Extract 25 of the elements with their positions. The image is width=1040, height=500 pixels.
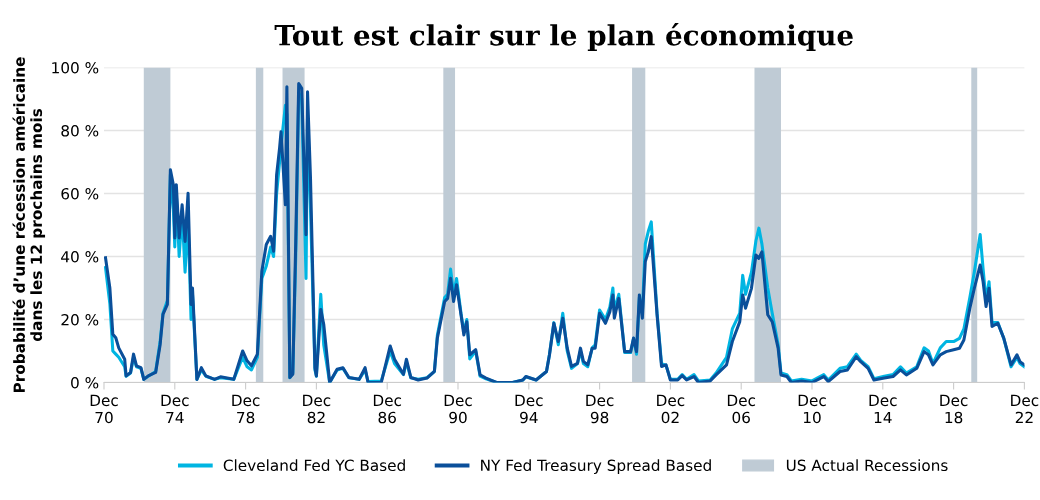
x-tick-label: Dec 82 — [303, 394, 331, 424]
legend-label: NY Fed Treasury Spread Based — [481, 459, 711, 475]
y-tick-label: 0 % — [71, 376, 99, 389]
x-tick-label: Dec 98 — [586, 394, 614, 424]
y-tick-label: 40 % — [61, 250, 99, 263]
y-tick-label: 80 % — [61, 124, 99, 137]
x-tick-label: Dec 14 — [869, 394, 897, 424]
x-tick-label: Dec 70 — [90, 394, 118, 424]
x-tick-label: Dec 94 — [515, 394, 543, 424]
x-tick-label: Dec 10 — [798, 394, 826, 424]
chart-title: Tout est clair sur le plan économique — [274, 23, 853, 52]
legend-label: US Actual Recessions — [786, 459, 948, 472]
x-tick-label: Dec 74 — [161, 394, 189, 424]
x-tick-label: Dec 22 — [1011, 394, 1039, 424]
x-tick-label: Dec 18 — [940, 394, 968, 424]
y-axis-title: Probabilité d’une récession américaine dans les 12 prochains mois — [12, 57, 46, 393]
legend-label: Cleveland Fed YC Based — [223, 459, 405, 472]
x-tick-label: Dec 02 — [657, 394, 685, 424]
x-tick-label: Dec 78 — [232, 394, 260, 424]
y-tick-label: 60 % — [61, 187, 99, 200]
y-tick-label: 20 % — [61, 313, 99, 326]
x-tick-label: Dec 90 — [444, 394, 472, 424]
y-tick-label: 100 % — [52, 61, 99, 74]
x-tick-label: Dec 06 — [727, 394, 756, 424]
x-tick-label: Dec 86 — [373, 394, 402, 424]
